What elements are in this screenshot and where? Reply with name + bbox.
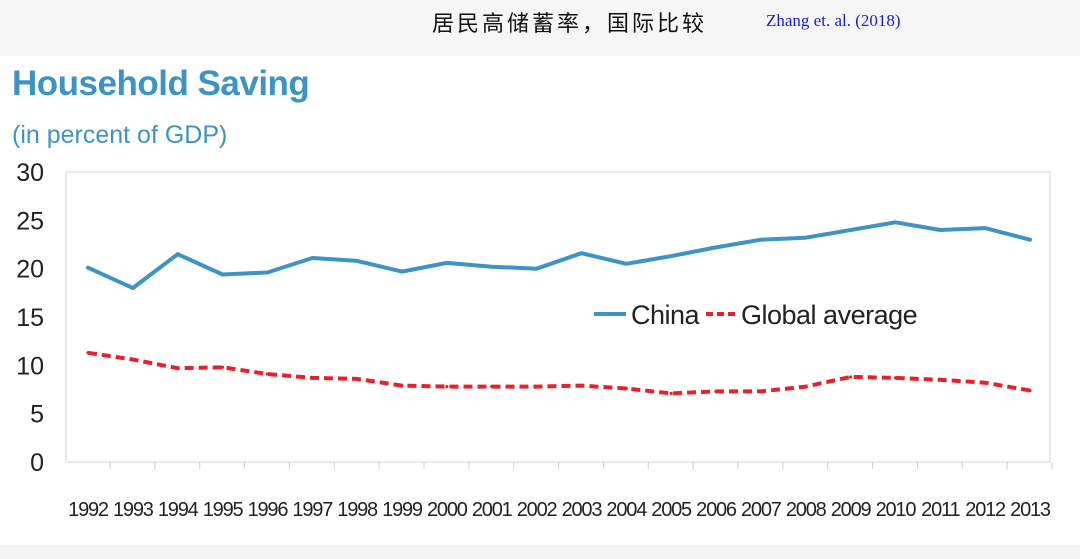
global-average-data-point xyxy=(804,385,808,389)
global-average-data-point xyxy=(86,351,90,355)
plot-frame xyxy=(65,171,1051,463)
global-average-series-line xyxy=(87,350,1031,396)
global-average-data-point xyxy=(355,377,359,381)
global-average-data-point xyxy=(400,384,404,388)
global-average-data-point xyxy=(220,365,225,369)
china-data-point xyxy=(848,228,853,232)
china-data-point xyxy=(400,269,404,274)
citation-link[interactable]: Zhang et. al. (2018) xyxy=(766,11,901,30)
x-tick-label: 2000 xyxy=(427,499,468,521)
global-average-data-point xyxy=(624,386,628,391)
x-tick-label: 2007 xyxy=(741,499,782,521)
global-average-data-point xyxy=(310,376,314,380)
global-average-data-point xyxy=(983,381,987,385)
legend: China Global average xyxy=(594,300,918,330)
china-data-point xyxy=(1028,238,1032,242)
x-tick-label: 2011 xyxy=(921,499,960,521)
global-average-data-point xyxy=(848,375,853,379)
x-tick-label: 1992 xyxy=(68,499,109,521)
x-tick-label: 1997 xyxy=(292,499,333,521)
global-average-data-point xyxy=(1028,388,1032,393)
x-tick-label: 2009 xyxy=(831,499,872,521)
x-tick-label: 2003 xyxy=(562,499,603,521)
china-data-point xyxy=(265,270,270,275)
y-tick-label: 10 xyxy=(16,352,44,380)
chinese-title: 居民高储蓄率，国际比较 xyxy=(432,12,708,37)
global-average-data-point xyxy=(579,384,584,388)
legend-global-average-label: Global average xyxy=(741,300,917,330)
china-data-point xyxy=(176,252,180,256)
y-tick-label: 30 xyxy=(16,159,44,187)
global-average-data-point xyxy=(176,366,180,370)
x-tick-label: 2005 xyxy=(651,499,692,521)
china-data-point xyxy=(893,220,898,224)
x-tick-label: 2004 xyxy=(606,499,647,521)
x-tick-label: 2001 xyxy=(472,499,513,521)
global-average-data-point xyxy=(445,385,449,389)
legend-china-label: China xyxy=(631,300,701,330)
china-data-point xyxy=(714,245,718,249)
global-average-data-point xyxy=(893,376,898,380)
x-tick-label: 1994 xyxy=(158,499,199,521)
x-tick-label: 2012 xyxy=(965,499,1006,521)
china-data-point xyxy=(534,267,539,271)
global-average-data-point xyxy=(669,391,673,395)
global-average-data-point xyxy=(938,378,942,382)
china-data-point xyxy=(579,251,584,255)
bottom-bar xyxy=(0,545,1080,559)
y-tick-label: 0 xyxy=(30,449,44,477)
china-data-point xyxy=(669,254,673,258)
china-data-point xyxy=(310,256,314,260)
global-average-data-point xyxy=(131,357,135,362)
chart-subtitle: (in percent of GDP) xyxy=(12,121,228,149)
china-data-point xyxy=(220,272,225,277)
china-data-point xyxy=(131,286,135,290)
china-data-point xyxy=(624,262,628,266)
x-tick-label: 1993 xyxy=(113,499,154,521)
china-data-point xyxy=(490,265,494,269)
global-average-data-point xyxy=(714,389,718,394)
y-tick-label: 20 xyxy=(16,256,44,284)
global-average-data-point xyxy=(265,372,270,376)
y-tick-label: 15 xyxy=(16,304,44,332)
x-tick-label: 1998 xyxy=(337,499,378,521)
top-bar: 居民高储蓄率，国际比较 Zhang et. al. (2018) xyxy=(0,0,1080,56)
china-data-point xyxy=(445,261,449,265)
series-layer xyxy=(86,220,1032,396)
x-tick-label: 1995 xyxy=(203,499,244,521)
x-tick-label: 2002 xyxy=(517,499,558,521)
plot-border xyxy=(65,171,1051,463)
global-average-data-point xyxy=(759,389,763,394)
x-tick-label: 1999 xyxy=(382,499,423,521)
china-series-line xyxy=(86,220,1032,290)
y-axis-ticks: 0 5 10 15 20 25 30 xyxy=(16,159,44,477)
china-data-point xyxy=(804,236,808,240)
x-axis-ticks: 1992 1993 1994 1995 1996 1997 1998 1999 2000 2001… xyxy=(68,462,1053,521)
x-tick-label: 2013 xyxy=(1010,499,1051,521)
y-tick-label: 5 xyxy=(30,401,44,429)
x-tick-label: 2008 xyxy=(786,499,827,521)
china-data-point xyxy=(759,238,763,242)
global-average-data-point xyxy=(534,385,539,389)
y-tick-label: 25 xyxy=(16,207,44,235)
china-data-point xyxy=(983,226,987,230)
x-tick-label: 2006 xyxy=(696,499,737,521)
x-tick-label: 2010 xyxy=(876,499,917,521)
china-data-point xyxy=(86,266,90,270)
china-data-point xyxy=(938,228,942,232)
china-data-point xyxy=(355,259,359,263)
chart-title: Household Saving xyxy=(12,64,310,103)
x-tick-label: 1996 xyxy=(248,499,289,521)
global-average-data-point xyxy=(490,385,494,389)
